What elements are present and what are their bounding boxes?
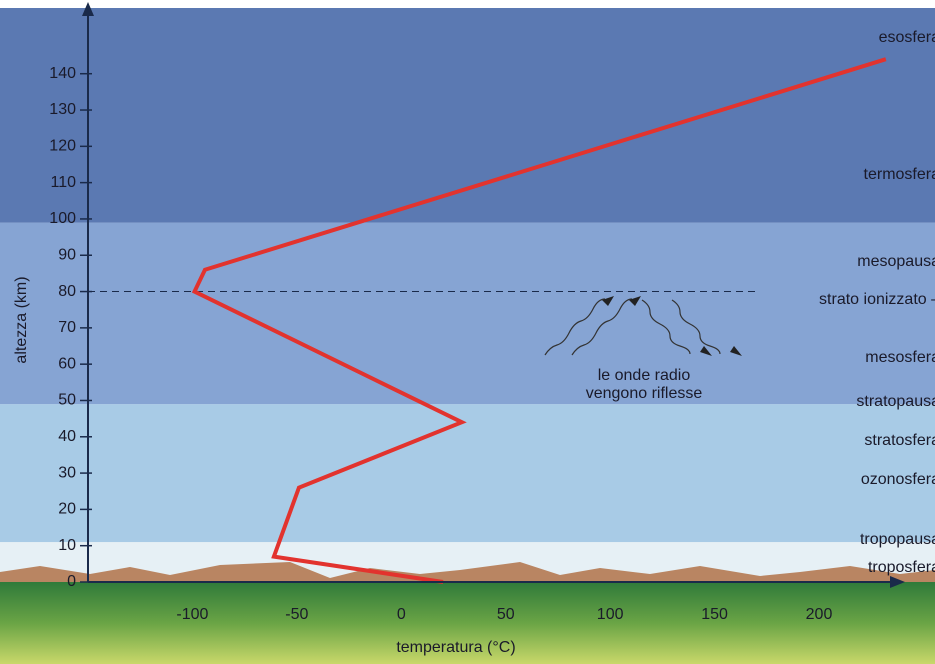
layer-name: ozonosfera [861,471,935,488]
x-tick-label: -100 [176,606,208,623]
x-tick-label: -50 [285,606,308,623]
y-tick-label: 10 [58,537,76,554]
layer-name: esosfera [879,29,935,46]
x-tick-label: 50 [497,606,515,623]
annotation: vengono riflesse [586,385,703,402]
y-axis-label: altezza (km) [13,276,30,363]
y-tick-label: 40 [58,428,76,445]
annotation: le onde radio [598,367,691,384]
x-tick-label: 200 [806,606,833,623]
y-tick-label: 60 [58,355,76,372]
y-tick-label: 140 [49,65,76,82]
x-tick-label: 100 [597,606,624,623]
atmosphere-layer [0,223,935,405]
y-tick-label: 50 [58,392,76,409]
y-tick-label: 90 [58,246,76,263]
layer-name: troposfera [868,559,935,576]
y-tick-label: 120 [49,138,76,155]
x-tick-label: 150 [701,606,728,623]
layer-name: stratopausa [856,393,935,410]
y-tick-label: 80 [58,283,76,300]
layer-name: mesopausa [857,253,935,270]
x-axis-label: temperatura (°C) [396,639,515,656]
y-tick-label: 0 [67,573,76,590]
layer-name: strato ionizzato – [819,291,935,308]
layer-name: stratosfera [864,432,935,449]
y-tick-label: 100 [49,210,76,227]
layer-name: mesosfera [865,349,935,366]
y-tick-label: 30 [58,464,76,481]
x-tick-label: 0 [397,606,406,623]
chart: altezza (km) temperatura (°C) le onde ra… [0,0,935,664]
y-tick-label: 20 [58,501,76,518]
y-tick-label: 70 [58,319,76,336]
y-tick-label: 110 [50,174,76,191]
layer-name: termosfera [864,166,935,183]
atmosphere-layer [0,404,935,542]
y-tick-label: 130 [49,101,76,118]
layer-name: tropopausa [860,531,935,548]
